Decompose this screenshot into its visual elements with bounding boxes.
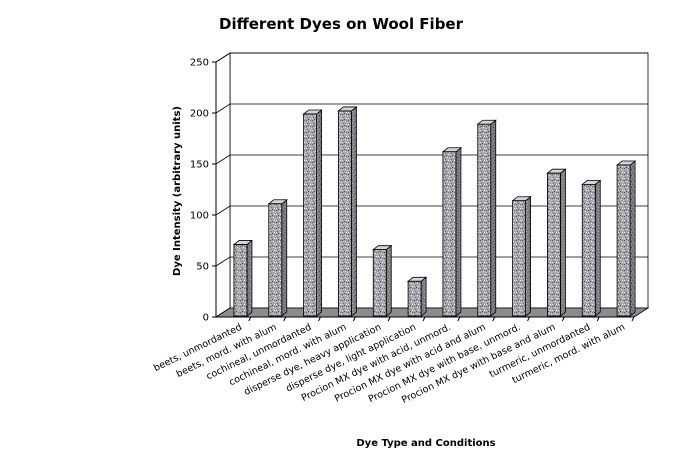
gridlines bbox=[215, 52, 648, 267]
gridline bbox=[215, 52, 648, 63]
x-tick-mark bbox=[492, 316, 496, 322]
bar-front bbox=[233, 244, 248, 317]
x-tick-mark bbox=[457, 316, 461, 322]
y-tick-label: 200 bbox=[190, 109, 209, 120]
bar-front bbox=[512, 200, 526, 317]
y-tick-label: 150 bbox=[190, 160, 209, 171]
y-tick-label: 50 bbox=[196, 262, 209, 273]
gridline bbox=[215, 103, 648, 114]
bar-side bbox=[629, 160, 636, 317]
bar-front bbox=[581, 183, 596, 317]
x-tick-mark bbox=[352, 316, 356, 322]
back-wall bbox=[229, 52, 649, 309]
bar bbox=[302, 109, 323, 317]
bar bbox=[406, 276, 428, 317]
bar-side bbox=[316, 109, 322, 317]
bar-side bbox=[281, 198, 288, 317]
bar bbox=[337, 106, 358, 317]
x-tick-mark bbox=[318, 316, 321, 322]
x-tick-mark bbox=[596, 316, 600, 322]
bars bbox=[232, 106, 637, 317]
bar-front bbox=[338, 110, 352, 317]
gridline bbox=[215, 256, 648, 267]
bar-front bbox=[616, 164, 631, 317]
bar bbox=[476, 119, 497, 317]
gridline bbox=[215, 154, 648, 165]
x-tick-mark bbox=[283, 316, 287, 322]
bar-front bbox=[407, 280, 422, 317]
y-axis-label: Dye Intensity (arbitrary units) bbox=[172, 106, 183, 276]
x-tick-mark bbox=[561, 316, 565, 322]
bar bbox=[372, 244, 393, 317]
bar bbox=[511, 195, 532, 317]
y-axis-ticks: 0 50 100 150 200 250 bbox=[190, 58, 216, 324]
bar-front bbox=[372, 249, 387, 317]
bar bbox=[441, 146, 463, 317]
y-tick-label: 0 bbox=[203, 313, 209, 324]
bar bbox=[546, 168, 567, 317]
x-tick-mark bbox=[422, 316, 426, 322]
bar-front bbox=[268, 203, 283, 317]
bar bbox=[581, 179, 602, 317]
bar-side bbox=[420, 276, 427, 317]
y-tick-label: 250 bbox=[190, 58, 209, 69]
gridline bbox=[215, 205, 648, 216]
chart-title: Different Dyes on Wool Fiber bbox=[219, 15, 464, 33]
x-tick-mark bbox=[248, 316, 252, 322]
y-tick-label: 100 bbox=[190, 211, 209, 222]
bar-side bbox=[455, 146, 462, 317]
x-tick-mark bbox=[527, 316, 530, 322]
bar bbox=[267, 198, 288, 317]
bar bbox=[615, 160, 637, 317]
bar-front bbox=[547, 172, 561, 317]
bar-front bbox=[477, 123, 492, 317]
x-tick-mark bbox=[387, 316, 391, 322]
bar-side bbox=[490, 119, 497, 317]
x-tick-mark bbox=[631, 316, 635, 322]
bar-side bbox=[246, 239, 253, 317]
bar-side bbox=[351, 106, 357, 317]
side-wall bbox=[215, 52, 231, 318]
bar bbox=[232, 239, 254, 317]
bar-front bbox=[442, 151, 457, 317]
x-axis-label: Dye Type and Conditions bbox=[356, 438, 495, 449]
bar-side bbox=[525, 195, 531, 317]
bar-side bbox=[385, 244, 392, 317]
bar-side bbox=[594, 179, 601, 317]
bar-side bbox=[560, 168, 566, 317]
bar-front bbox=[303, 113, 317, 317]
